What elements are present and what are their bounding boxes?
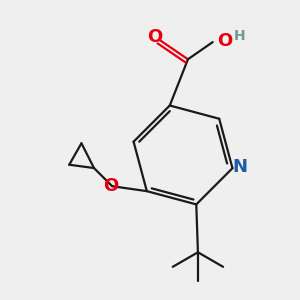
Text: O: O — [103, 176, 118, 194]
Text: O: O — [147, 28, 163, 46]
Text: O: O — [217, 32, 232, 50]
Text: H: H — [234, 29, 246, 43]
Text: N: N — [232, 158, 247, 176]
